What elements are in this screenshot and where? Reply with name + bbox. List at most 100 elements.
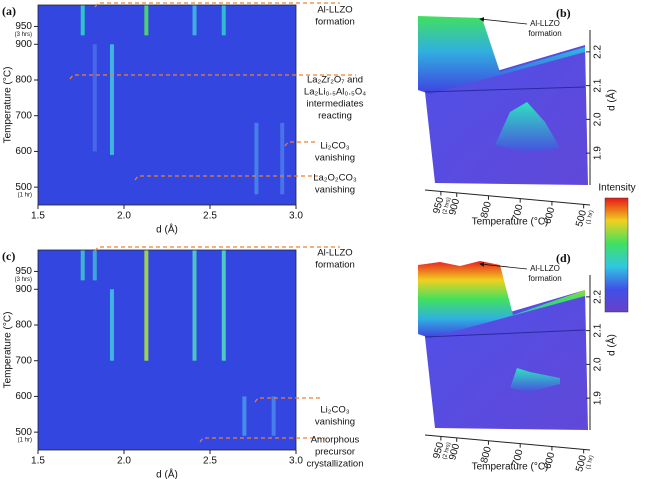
x-tick-note: (1 hr) — [586, 455, 596, 470]
streak — [144, 250, 149, 361]
streak — [80, 5, 85, 36]
x-tick-label: 950 — [431, 441, 446, 460]
y-tick-label: 500 — [15, 182, 32, 193]
y-tick-label: 900 — [15, 39, 32, 50]
panel-label: (d) — [556, 251, 571, 265]
annotation-leader — [94, 246, 340, 252]
surface-floor — [425, 45, 588, 185]
x-axis-label: Temperature (°C) — [472, 217, 549, 228]
colorbar-title: Intensity — [598, 183, 635, 194]
y-axis-label: d (Å) — [605, 334, 618, 356]
x-tick-label: 1.5 — [31, 456, 45, 467]
x-tick-label: 950 — [431, 196, 446, 215]
annotation: formation — [315, 17, 355, 28]
annotation-leader — [199, 437, 325, 443]
x-tick-label: 500 — [574, 454, 589, 473]
x-tick-label: 900 — [447, 442, 462, 461]
annotation: Li₂CO₃ — [320, 141, 349, 152]
annotation: Al-LLZO — [530, 19, 560, 28]
annotation: Amorphous — [311, 435, 360, 446]
y-tick-note: (1 hr) — [18, 438, 32, 444]
y-tick-label: 2.1 — [593, 323, 604, 337]
x-axis — [424, 189, 591, 206]
annotation-arrow — [479, 262, 528, 270]
plot-area — [38, 250, 296, 450]
panel-label: (a) — [2, 4, 16, 18]
x-tick-label: 700 — [511, 203, 526, 222]
streak — [280, 122, 285, 195]
annotation-leader — [134, 175, 318, 181]
annotation: formation — [315, 260, 355, 271]
streak — [80, 250, 85, 281]
y-tick-label: 1.9 — [593, 146, 604, 160]
annotation: formation — [528, 29, 561, 38]
streak — [242, 396, 247, 436]
y-tick-label: 800 — [15, 320, 32, 331]
annotation-leader — [254, 397, 322, 403]
y-tick-label: 800 — [15, 75, 32, 86]
y-axis-label: Temperature (°C) — [3, 312, 14, 389]
panel-label: (c) — [2, 249, 15, 263]
surface-peak — [495, 102, 560, 152]
annotation: Al-LLZO — [317, 248, 352, 259]
streak — [221, 5, 226, 36]
x-axis-label: d (Å) — [156, 223, 178, 236]
plot-area — [38, 5, 296, 205]
colorbar — [604, 197, 629, 313]
x-tick-label: 600 — [542, 206, 557, 225]
annotation-arrow — [479, 17, 528, 25]
plot-frame — [37, 249, 297, 451]
x-tick-note: (2 hrs) — [442, 197, 452, 215]
y-tick-label: 600 — [15, 391, 32, 402]
x-tick-label: 2.5 — [203, 211, 217, 222]
annotation: La₂Li₀.₅Al₀.₅O₄ — [304, 87, 366, 98]
streak — [254, 122, 259, 195]
x-axis-label: d (Å) — [156, 468, 178, 479]
x-tick-label: 2.0 — [117, 456, 131, 467]
annotation: reacting — [318, 111, 352, 122]
x-tick-label: 2.0 — [117, 211, 131, 222]
annotation-leader — [94, 2, 340, 8]
annotation: intermediates — [306, 99, 363, 110]
y-tick-note: (3 hrs) — [15, 32, 32, 38]
surface-floor — [425, 290, 588, 430]
x-tick-label: 800 — [479, 445, 494, 464]
y-tick-note: (3 hrs) — [15, 277, 32, 283]
x-tick-label: 3.0 — [289, 211, 303, 222]
streak — [192, 5, 197, 36]
y-axis-label: d (Å) — [605, 89, 618, 111]
annotation: crystallization — [306, 459, 363, 470]
streak — [271, 396, 276, 436]
x-tick-label: 800 — [479, 200, 494, 219]
streak — [109, 289, 114, 361]
surface-ridge — [418, 261, 585, 338]
x-tick-note: (1 hr) — [586, 210, 596, 225]
y-axis-label: Temperature (°C) — [3, 67, 14, 144]
annotation: formation — [528, 274, 561, 283]
surface-b — [418, 16, 588, 185]
x-tick-note: (2 hrs) — [442, 442, 452, 460]
y-tick-label: 2.1 — [593, 78, 604, 92]
y-tick-label: 2.2 — [593, 289, 604, 303]
annotation-leader — [284, 141, 318, 147]
streak — [192, 250, 197, 361]
x-tick-label: 900 — [447, 197, 462, 216]
y-tick-label: 1.9 — [593, 391, 604, 405]
x-tick-label: 500 — [574, 209, 589, 228]
y-tick-label: 2.0 — [593, 112, 604, 126]
annotation: vanishing — [315, 153, 355, 164]
annotation: La₂Zr₂O₇ and — [307, 75, 363, 86]
surface-ridge — [418, 16, 585, 94]
y-tick-label: 950 — [15, 21, 32, 32]
y-tick-label: 500 — [15, 427, 32, 438]
annotation: La₂O₂CO₃ — [313, 173, 357, 184]
x-tick-label: 2.5 — [203, 456, 217, 467]
x-tick-label: 1.5 — [31, 211, 45, 222]
surface-peak — [510, 368, 560, 392]
y-tick-label: 900 — [15, 284, 32, 295]
y-tick-label: 2.0 — [593, 357, 604, 371]
annotation: precursor — [315, 447, 355, 458]
y-tick-label: 700 — [15, 110, 32, 121]
annotation-leader — [69, 74, 356, 80]
